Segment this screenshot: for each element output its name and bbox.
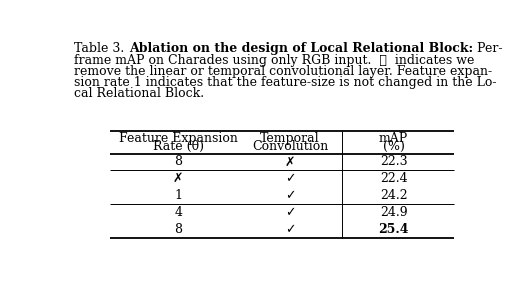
Text: Table 3.: Table 3. xyxy=(74,42,129,55)
Text: mAP: mAP xyxy=(379,132,408,145)
Text: remove the linear or temporal convolutional layer. Feature expan-: remove the linear or temporal convolutio… xyxy=(74,65,492,78)
Text: ✓: ✓ xyxy=(285,223,295,236)
Text: Convolution: Convolution xyxy=(252,140,328,153)
Text: 8: 8 xyxy=(174,223,182,236)
Text: Temporal: Temporal xyxy=(260,132,320,145)
Text: Feature Expansion: Feature Expansion xyxy=(118,132,237,145)
Text: 22.3: 22.3 xyxy=(380,155,407,168)
Text: ✓: ✓ xyxy=(285,189,295,202)
Text: 4: 4 xyxy=(174,206,182,219)
Text: Per-: Per- xyxy=(473,42,502,55)
Text: Rate (θ): Rate (θ) xyxy=(152,140,203,153)
Text: ✗: ✗ xyxy=(285,155,295,168)
Text: 22.4: 22.4 xyxy=(380,172,407,185)
Text: frame mAP on Charades using only RGB input.  ✗  indicates we: frame mAP on Charades using only RGB inp… xyxy=(74,54,475,67)
Text: 1: 1 xyxy=(174,189,182,202)
Text: (%): (%) xyxy=(383,140,405,153)
Text: Ablation on the design of Local Relational Block:: Ablation on the design of Local Relation… xyxy=(129,42,473,55)
Text: ✗: ✗ xyxy=(173,172,183,185)
Text: 25.4: 25.4 xyxy=(379,223,409,236)
Text: 24.9: 24.9 xyxy=(380,206,407,219)
Text: ✓: ✓ xyxy=(285,172,295,185)
Text: 24.2: 24.2 xyxy=(380,189,407,202)
Text: sion rate 1 indicates that the feature-size is not changed in the Lo-: sion rate 1 indicates that the feature-s… xyxy=(74,76,497,89)
Text: 8: 8 xyxy=(174,155,182,168)
Text: ✓: ✓ xyxy=(285,206,295,219)
Text: cal Relational Block.: cal Relational Block. xyxy=(74,87,204,100)
